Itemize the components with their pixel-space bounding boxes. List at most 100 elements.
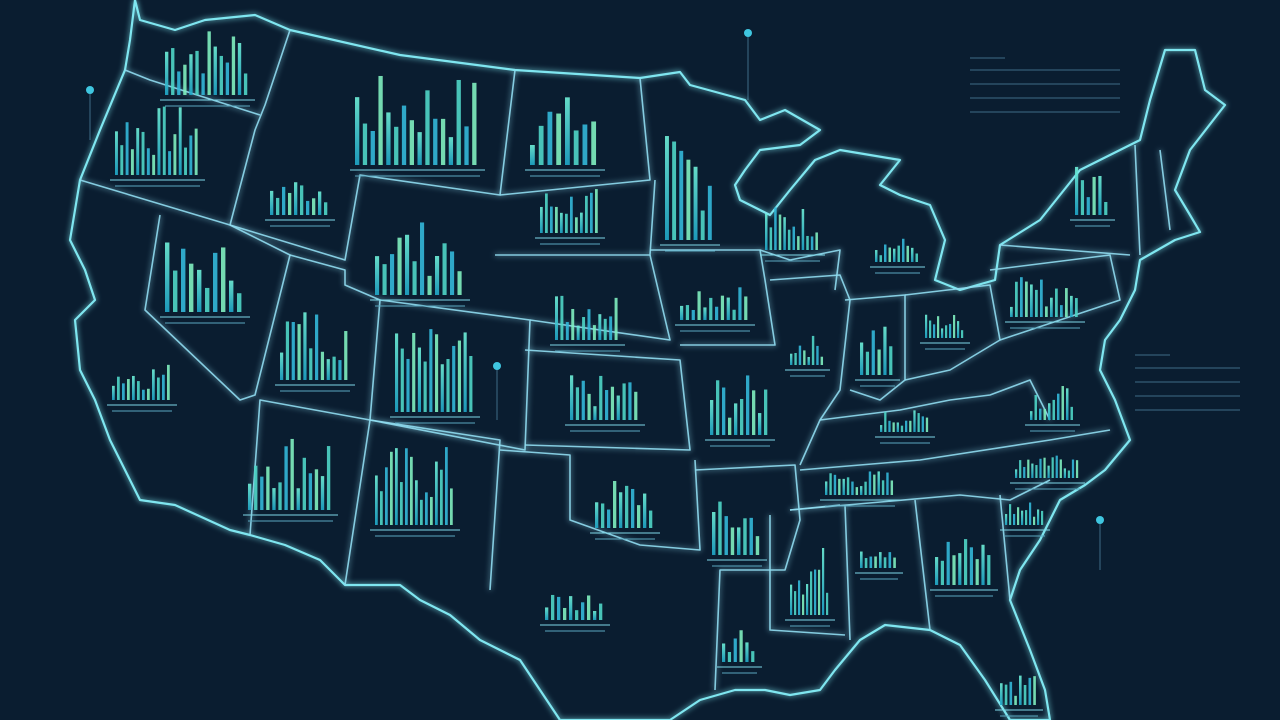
decorative-bar: [177, 71, 181, 95]
decorative-bar: [276, 197, 280, 215]
decorative-bar: [213, 46, 217, 95]
decorative-bar: [469, 356, 473, 412]
decorative-bar: [1055, 288, 1058, 317]
decorative-bar: [173, 134, 177, 175]
decorative-bar: [1028, 677, 1032, 705]
decorative-bar: [886, 472, 889, 495]
decorative-bar: [165, 51, 169, 95]
decorative-bar: [1040, 279, 1043, 317]
decorative-bar: [716, 380, 720, 435]
decorative-bar: [362, 123, 368, 165]
decorative-bar: [370, 130, 375, 165]
decorative-bar: [873, 474, 876, 495]
decorative-bar: [851, 481, 854, 495]
decorative-bar: [142, 389, 145, 400]
decorative-bar: [308, 473, 313, 510]
decorative-bar: [896, 422, 899, 432]
decorative-bar: [294, 182, 298, 215]
decorative-bar: [794, 352, 797, 365]
decorative-bar: [296, 488, 300, 510]
decorative-bar: [925, 417, 929, 432]
decorative-bar: [285, 321, 290, 380]
decorative-bar: [764, 389, 768, 435]
decorative-bar: [397, 237, 402, 295]
decorative-bar: [599, 375, 603, 420]
decorative-bar: [197, 269, 202, 312]
decorative-bar: [1065, 288, 1068, 317]
decorative-bar: [806, 584, 809, 615]
decorative-bar: [613, 480, 617, 528]
decorative-bar: [722, 387, 726, 435]
decorative-bar: [911, 247, 914, 262]
decorative-bar: [587, 595, 591, 620]
mini-charts: [107, 31, 1115, 717]
decorative-bar: [952, 555, 956, 585]
decorative-bar: [152, 154, 156, 175]
decorative-bar: [1059, 459, 1062, 478]
decorative-bar: [173, 270, 178, 312]
decorative-bar: [1017, 507, 1020, 525]
decorative-bar: [726, 297, 730, 320]
decorative-bar: [1092, 176, 1096, 215]
decorative-bar: [237, 42, 242, 95]
decorative-bar: [189, 263, 194, 312]
decorative-bar: [730, 527, 735, 555]
decorative-bar: [820, 356, 824, 365]
decorative-bar: [1086, 197, 1090, 215]
decorative-bar: [1075, 460, 1079, 478]
decorative-bar: [201, 73, 205, 95]
decorative-bar: [1070, 295, 1073, 317]
decorative-bar: [801, 209, 805, 250]
decorative-bar: [136, 128, 140, 175]
decorative-bar: [953, 314, 956, 338]
decorative-bar: [1030, 411, 1033, 420]
decorative-bar: [900, 425, 904, 432]
decorative-bar: [616, 395, 620, 420]
decorative-bar: [778, 214, 782, 250]
decorative-bar: [320, 351, 325, 380]
decorative-bar: [1019, 675, 1022, 705]
decorative-bar: [146, 148, 150, 175]
decorative-bar: [570, 196, 573, 233]
decorative-bar: [680, 305, 684, 320]
decorative-bar: [385, 467, 388, 525]
decorative-bar: [672, 141, 677, 240]
decorative-bar: [693, 166, 698, 240]
decorative-bar: [112, 385, 115, 400]
decorative-bar: [590, 192, 593, 233]
decorative-bar: [883, 326, 887, 375]
decorative-bar: [545, 607, 549, 620]
decorative-bar: [1055, 455, 1058, 478]
decorative-bar: [913, 410, 916, 432]
decorative-bar: [941, 328, 944, 338]
decorative-bar: [860, 551, 863, 568]
decorative-bar: [181, 248, 186, 312]
decorative-bar: [1029, 502, 1032, 525]
decorative-bar: [581, 602, 585, 620]
decorative-bar: [165, 242, 170, 312]
decorative-bar: [280, 352, 284, 380]
decorative-bar: [178, 107, 182, 175]
decorative-bar: [860, 486, 863, 495]
decorative-bar: [892, 422, 895, 432]
decorative-bar: [1025, 510, 1028, 525]
decorative-bar: [344, 331, 348, 380]
decorative-bar: [769, 227, 773, 250]
decorative-bar: [288, 192, 292, 215]
decorative-bar: [593, 406, 597, 420]
decorative-bar: [303, 312, 307, 380]
decorative-bar: [811, 335, 815, 365]
decorative-bar: [338, 360, 342, 380]
decorative-bar: [375, 475, 378, 525]
decorative-bar: [315, 314, 319, 380]
decorative-bar: [1080, 180, 1085, 215]
decorative-bar: [740, 398, 744, 435]
decorative-bar: [312, 198, 316, 215]
decorative-bar: [378, 75, 383, 165]
decorative-bar: [833, 474, 837, 495]
decorative-bar: [794, 591, 797, 615]
decorative-bar: [442, 243, 447, 295]
decorative-bar: [755, 536, 760, 555]
decorative-bar: [905, 420, 908, 432]
